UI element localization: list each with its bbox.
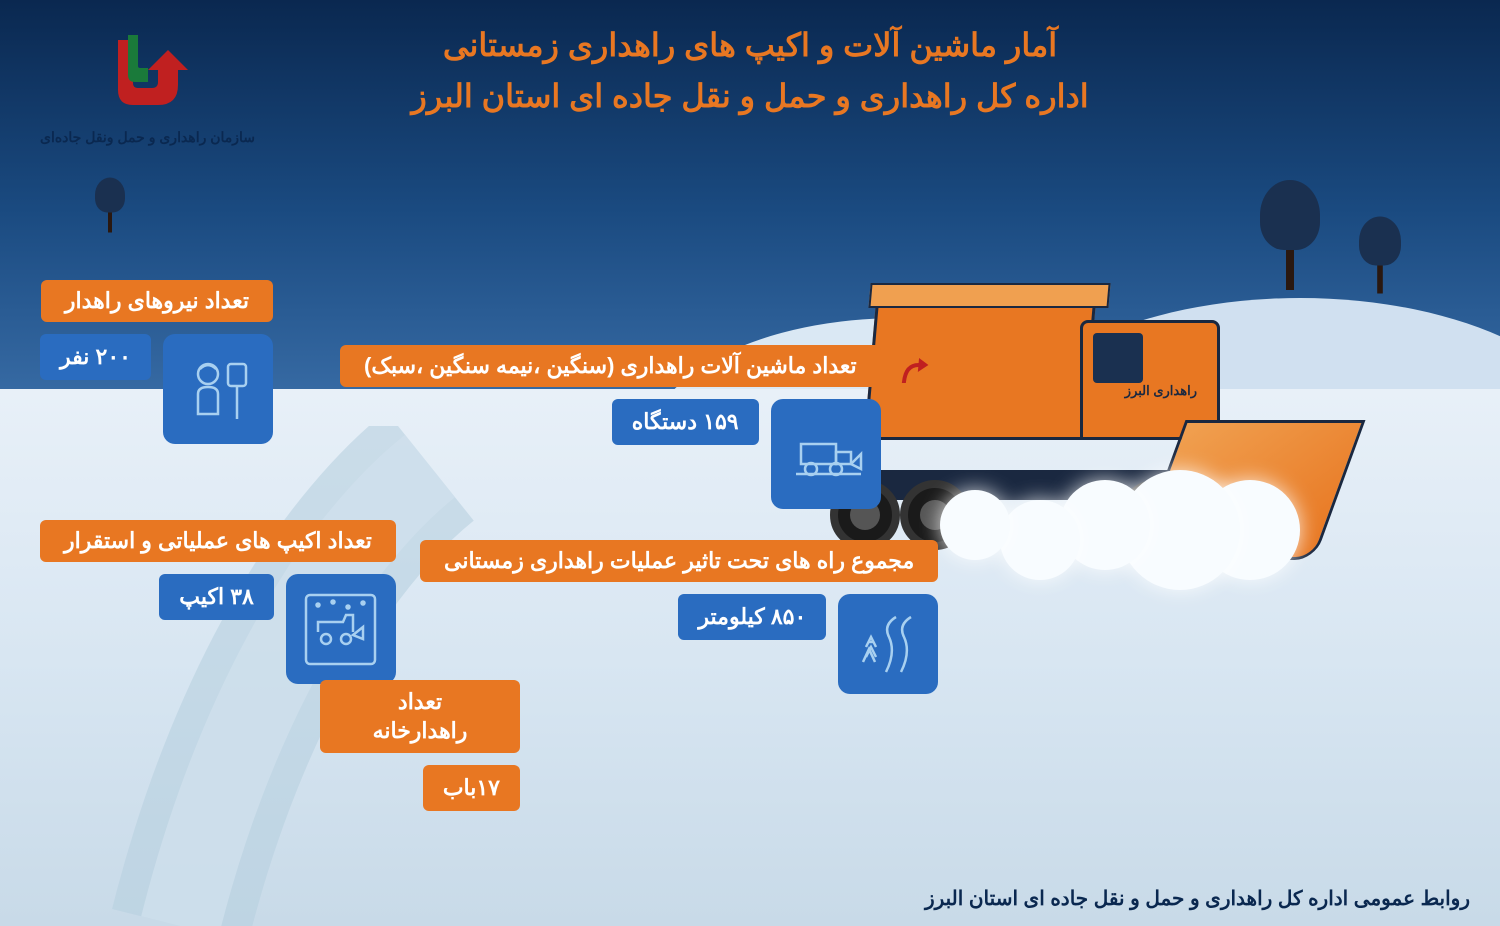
org-logo-on-truck: [891, 353, 934, 393]
stat-teams: تعداد اکیپ های عملیاتی و استقرار ۳۸ اکیپ: [40, 520, 396, 684]
stat-stations: تعداد راهدارخانه ۱۷باب: [320, 680, 520, 811]
stat-machinery-title: تعداد ماشین آلات راهداری (سنگین ،نیمه سن…: [340, 345, 881, 387]
winter-road-icon: [838, 594, 938, 694]
stat-stations-value: ۱۷باب: [423, 765, 520, 811]
stat-personnel-title: تعداد نیروهای راهدار: [41, 280, 273, 322]
tree-icon: [95, 178, 125, 233]
stat-roads-value: ۸۵۰ کیلومتر: [678, 594, 826, 640]
stat-roads-title: مجموع راه های تحت تاثیر عملیات راهداری ز…: [420, 540, 938, 582]
stat-stations-title: تعداد راهدارخانه: [320, 680, 520, 753]
org-logo-box: سازمان راهداری و حمل ونقل جاده‌ای: [40, 20, 255, 146]
stat-teams-title: تعداد اکیپ های عملیاتی و استقرار: [40, 520, 396, 562]
org-logo-icon: [98, 20, 198, 120]
footer-text: روابط عمومی اداره کل راهداری و حمل و نقل…: [925, 886, 1470, 911]
stat-teams-value: ۳۸ اکیپ: [159, 574, 274, 620]
stat-roads: مجموع راه های تحت تاثیر عملیات راهداری ز…: [420, 540, 938, 694]
worker-icon: [163, 334, 273, 444]
stat-personnel-value: ۲۰۰ نفر: [40, 334, 151, 380]
snow-truck-icon: [286, 574, 396, 684]
infographic-scene: راهداری البرز آمار ماشین آلات و اکیپ های…: [0, 0, 1500, 926]
org-name: سازمان راهداری و حمل ونقل جاده‌ای: [40, 129, 255, 146]
tree-icon: [1260, 180, 1320, 290]
stat-personnel: تعداد نیروهای راهدار ۲۰۰ نفر: [40, 280, 273, 444]
stat-machinery: تعداد ماشین آلات راهداری (سنگین ،نیمه سن…: [340, 345, 881, 509]
tree-icon: [1359, 217, 1401, 294]
plow-truck-icon: [771, 399, 881, 509]
truck-label: راهداری البرز: [1125, 383, 1197, 399]
stat-machinery-value: ۱۵۹ دستگاه: [612, 399, 759, 445]
